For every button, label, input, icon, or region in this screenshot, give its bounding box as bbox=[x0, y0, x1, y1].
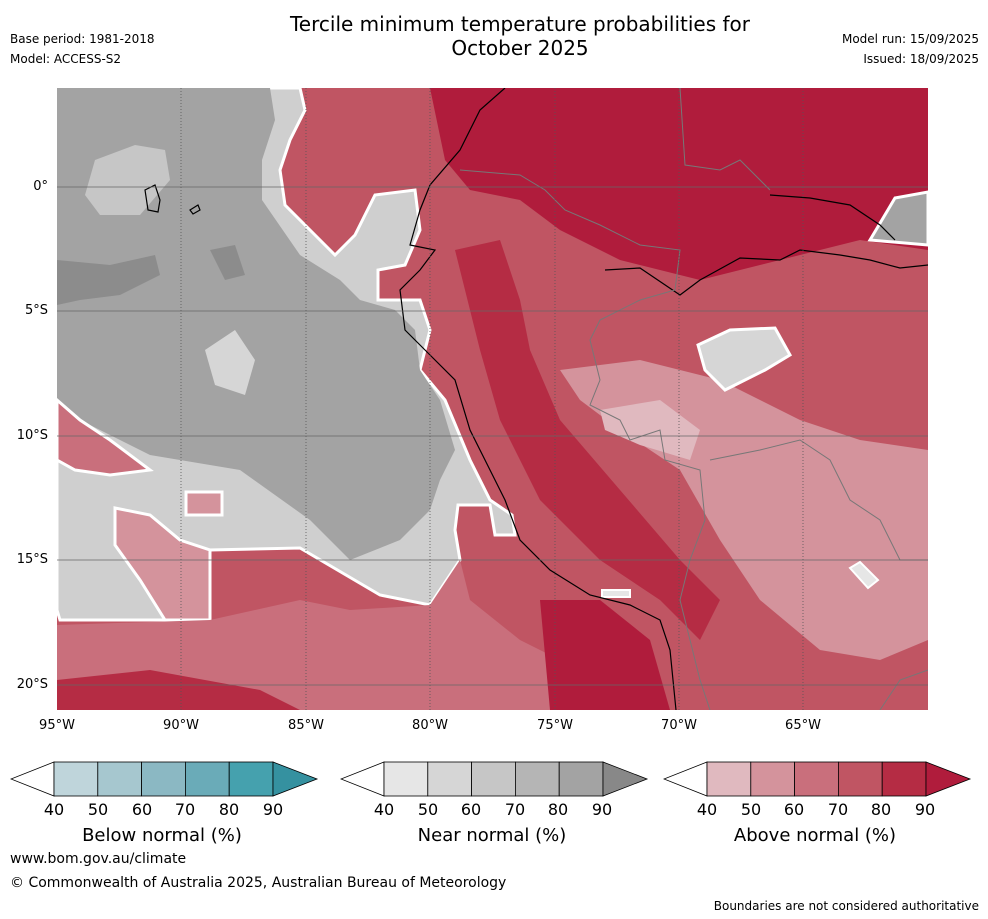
above-normal-title: Above normal (%) bbox=[733, 825, 897, 846]
lon-label-80w: 80°W bbox=[412, 718, 448, 733]
above-swatch-4 bbox=[837, 761, 883, 797]
above-tick-40: 40 bbox=[696, 800, 718, 819]
river-north bbox=[769, 194, 896, 241]
above-extend-max bbox=[925, 761, 972, 797]
near-normal-colorbar bbox=[340, 761, 649, 797]
below-tick-70: 70 bbox=[174, 800, 196, 819]
below-tick-90: 90 bbox=[262, 800, 284, 819]
galapagos-island-2 bbox=[189, 204, 201, 215]
below-tick-50: 50 bbox=[87, 800, 109, 819]
above-normal-small-patch bbox=[184, 490, 224, 517]
lat-label-10s: 10°S bbox=[16, 428, 48, 443]
above-tick-80: 80 bbox=[870, 800, 892, 819]
above-tick-70: 70 bbox=[827, 800, 849, 819]
lat-label-20s: 20°S bbox=[16, 677, 48, 692]
near-normal-lighter-patch bbox=[85, 145, 170, 215]
near-normal-title: Near normal (%) bbox=[417, 825, 567, 846]
river bbox=[604, 249, 928, 296]
above-tick-60: 60 bbox=[783, 800, 805, 819]
near-normal-small-coast bbox=[601, 589, 631, 598]
lat-label-5s: 5°S bbox=[24, 303, 48, 318]
near-tick-90: 90 bbox=[591, 800, 613, 819]
footer-url: www.bom.gov.au/climate bbox=[10, 851, 187, 867]
lat-label-0: 0° bbox=[33, 179, 48, 194]
title-line-2: October 2025 bbox=[451, 36, 589, 60]
footer-copyright: © Commonwealth of Australia 2025, Austra… bbox=[10, 875, 507, 891]
lat-lines bbox=[57, 186, 928, 686]
near-tick-70: 70 bbox=[504, 800, 526, 819]
meta-right: Model run: 15/09/2025 Issued: 18/09/2025 bbox=[842, 29, 979, 69]
model-run: Model run: 15/09/2025 bbox=[841, 32, 979, 46]
base-period: Base period: 1981-2018 bbox=[10, 32, 155, 46]
above-extend-min bbox=[663, 761, 708, 797]
near-swatch-5 bbox=[558, 761, 604, 797]
near-swatch-1 bbox=[383, 761, 429, 797]
near-extend-min bbox=[340, 761, 385, 797]
below-tick-60: 60 bbox=[131, 800, 153, 819]
near-normal-inland-patch bbox=[696, 326, 793, 392]
below-swatch-3 bbox=[141, 761, 186, 797]
above-normal-south-dark bbox=[540, 600, 670, 710]
footer-note: Boundaries are not considered authoritat… bbox=[713, 899, 979, 913]
near-normal-dark-region bbox=[57, 88, 455, 560]
below-swatch-1 bbox=[53, 761, 99, 797]
above-normal-left-patch bbox=[57, 398, 154, 477]
below-extend-max bbox=[272, 761, 319, 797]
below-normal-colorbar bbox=[10, 761, 319, 797]
issued-date: Issued: 18/09/2025 bbox=[863, 52, 979, 66]
near-tick-40: 40 bbox=[373, 800, 395, 819]
country-borders bbox=[459, 88, 928, 710]
near-normal-darkest-patch-2 bbox=[210, 245, 245, 280]
above-swatch-1 bbox=[706, 761, 752, 797]
near-swatch-3 bbox=[471, 761, 516, 797]
above-normal-bottom-band bbox=[57, 560, 560, 710]
above-swatch-3 bbox=[794, 761, 839, 797]
lon-label-95w: 95°W bbox=[39, 718, 75, 733]
above-swatch-2 bbox=[750, 761, 796, 797]
above-normal-colorbar bbox=[663, 761, 972, 797]
near-normal-small-south bbox=[848, 560, 880, 590]
coastline bbox=[399, 88, 677, 710]
above-tick-90: 90 bbox=[914, 800, 936, 819]
model-name: Model: ACCESS-S2 bbox=[10, 52, 122, 66]
map-title: Tercile minimum temperature probabilitie… bbox=[220, 12, 820, 60]
lon-label-85w: 85°W bbox=[288, 718, 324, 733]
galapagos-island bbox=[144, 184, 161, 213]
below-swatch-5 bbox=[228, 761, 274, 797]
below-swatch-2 bbox=[97, 761, 143, 797]
lon-label-90w: 90°W bbox=[163, 718, 199, 733]
above-normal-bottom-dark bbox=[57, 670, 300, 710]
lon-label-75w: 75°W bbox=[537, 718, 573, 733]
below-tick-80: 80 bbox=[218, 800, 240, 819]
near-extend-max bbox=[602, 761, 649, 797]
near-tick-50: 50 bbox=[417, 800, 439, 819]
near-swatch-2 bbox=[427, 761, 473, 797]
lat-label-15s: 15°S bbox=[16, 552, 48, 567]
above-normal-coast-band bbox=[455, 240, 720, 640]
near-normal-light-band bbox=[205, 330, 255, 395]
below-extend-min bbox=[10, 761, 55, 797]
near-tick-60: 60 bbox=[460, 800, 482, 819]
meta-left: Base period: 1981-2018 Model: ACCESS-S2 bbox=[10, 29, 155, 69]
near-normal-east-patch bbox=[867, 190, 928, 247]
title-line-1: Tercile minimum temperature probabilitie… bbox=[289, 12, 751, 36]
lon-label-65w: 65°W bbox=[785, 718, 821, 733]
lon-label-70w: 70°W bbox=[661, 718, 697, 733]
near-swatch-4 bbox=[514, 761, 560, 797]
below-normal-title: Below normal (%) bbox=[82, 825, 242, 846]
below-tick-40: 40 bbox=[43, 800, 65, 819]
near-tick-80: 80 bbox=[547, 800, 569, 819]
above-normal-lightest-interior bbox=[600, 400, 700, 460]
near-normal-darkest-patch bbox=[57, 255, 160, 305]
below-swatch-4 bbox=[184, 761, 230, 797]
above-tick-50: 50 bbox=[740, 800, 762, 819]
above-swatch-5 bbox=[881, 761, 927, 797]
